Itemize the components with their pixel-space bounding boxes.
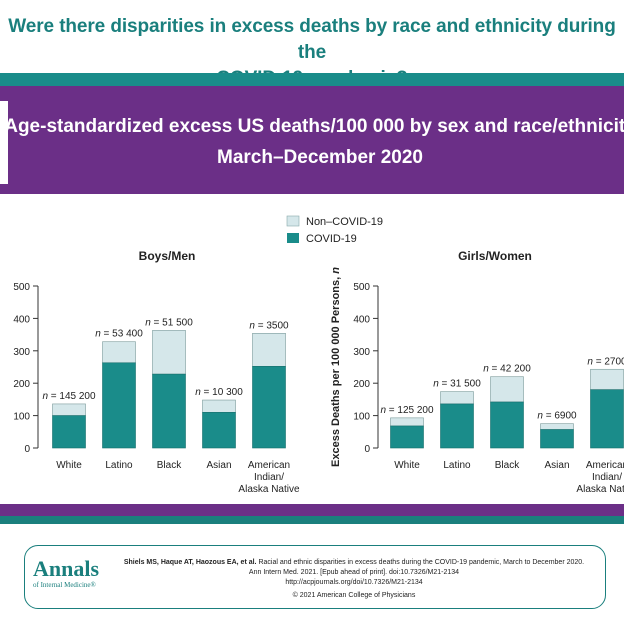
x-tick-label: Black	[495, 460, 520, 471]
y-axis-label: Excess Deaths per 100 000 Persons, n	[330, 267, 342, 467]
y-tick-label: 100	[13, 412, 30, 423]
annals-logo: Annals of Internal Medicine®	[33, 556, 100, 590]
bar-n-label: n = 42 200	[483, 364, 531, 375]
citation-url[interactable]: http://acpjournals.org/doi/10.7326/M21-2…	[285, 579, 423, 586]
x-tick-label: Asian	[206, 460, 231, 471]
banner-title-line1: Age-standardized excess US deaths/100 00…	[4, 116, 624, 137]
panel-title: Boys/Men	[139, 249, 196, 263]
banner-edge	[0, 101, 8, 184]
y-tick-label: 500	[13, 282, 30, 293]
bar-non-covid	[390, 417, 424, 427]
bar-n-label: n = 31 500	[433, 379, 481, 390]
logo-main: Annals	[33, 556, 100, 581]
bar-covid	[390, 425, 424, 449]
legend-label-covid: COVID-19	[306, 233, 357, 245]
bar-covid	[440, 403, 474, 449]
bar-n-label: n = 6900	[537, 411, 577, 422]
panel-title: Girls/Women	[458, 249, 532, 263]
y-tick-label: 200	[353, 379, 370, 390]
title-banner	[0, 86, 624, 194]
bar-non-covid	[252, 333, 286, 367]
citation-box: Annals of Internal Medicine® Shiels MS, …	[24, 545, 606, 609]
bar-n-label: n = 10 300	[195, 387, 243, 398]
panel-girls-women: Girls/Women 0 100 200 300 400 500 Excess Deaths…	[330, 249, 624, 495]
citation-copyright: © 2021 American College of Physicians	[292, 592, 416, 599]
citation-authors: Shiels MS, Haque AT, Haozous EA, et al.	[123, 559, 257, 566]
bar-covid	[590, 389, 624, 449]
bar-n-label: n = 125 200	[380, 405, 434, 416]
y-tick-label: 400	[353, 314, 370, 325]
panel-boys-men: Boys/Men 0 100 200 300 400 500 n = 145 200 White…	[13, 249, 300, 495]
y-tick-label: 300	[353, 347, 370, 358]
citation-title: Racial and ethnic disparities in excess …	[256, 559, 585, 566]
bar-covid	[152, 373, 186, 449]
banner-title: Age-standardized excess US deaths/100 00…	[0, 111, 624, 173]
x-tick-label: White	[394, 460, 420, 471]
headline-line1: Were there disparities in excess deaths …	[8, 16, 616, 63]
x-tick-label: Latino	[443, 460, 471, 471]
y-tick-label: 100	[353, 412, 370, 423]
bar-n-label: n = 3500	[249, 320, 289, 331]
x-tick-label: Asian	[544, 460, 569, 471]
footer-purple-band	[0, 504, 624, 516]
legend-swatch-covid	[287, 233, 299, 243]
bar-non-covid	[152, 330, 186, 375]
bar-covid	[102, 362, 136, 449]
banner-title-line2: March–December 2020	[217, 147, 423, 168]
bar-n-label: n = 2700	[587, 356, 624, 367]
legend-label-non-covid: Non–COVID-19	[306, 216, 383, 228]
bar-non-covid	[52, 403, 86, 416]
logo-sub: of Internal Medicine®	[33, 581, 96, 589]
y-tick-label: 0	[364, 444, 370, 455]
bar-covid	[540, 429, 574, 449]
bar-non-covid	[490, 376, 524, 403]
y-tick-label: 400	[13, 314, 30, 325]
citation-text: Shiels MS, Haque AT, Haozous EA, et al. …	[109, 558, 599, 601]
bar-n-label: n = 53 400	[95, 329, 143, 340]
y-tick-label: 0	[24, 444, 30, 455]
y-tick-label: 300	[13, 347, 30, 358]
bar-non-covid	[590, 368, 624, 390]
bar-n-label: n = 51 500	[145, 317, 193, 328]
bar-covid	[490, 401, 524, 449]
bar-non-covid	[202, 399, 236, 413]
bar-covid	[202, 412, 236, 449]
bar-non-covid	[440, 391, 474, 405]
excess-deaths-chart: Non–COVID-19 COVID-19 Boys/Men 0 100 200 300…	[13, 215, 624, 495]
y-tick-label: 500	[353, 282, 370, 293]
bar-non-covid	[102, 341, 136, 364]
y-tick-label: 200	[13, 379, 30, 390]
footer-teal-band	[0, 516, 624, 524]
legend-swatch-non-covid	[286, 215, 300, 227]
bar-non-covid	[540, 423, 574, 430]
legend: Non–COVID-19 COVID-19	[286, 215, 383, 245]
x-tick-label: Latino	[105, 460, 133, 471]
bar-n-label: n = 145 200	[42, 391, 96, 402]
citation-line1: Shiels MS, Haque AT, Haozous EA, et al. …	[109, 558, 599, 568]
bar-covid	[252, 366, 286, 449]
bar-covid	[52, 415, 86, 449]
citation-journal: Ann Intern Med. 2021. [Epub ahead of pri…	[248, 569, 460, 576]
x-tick-label: Black	[157, 460, 182, 471]
x-tick-label: White	[56, 460, 82, 471]
